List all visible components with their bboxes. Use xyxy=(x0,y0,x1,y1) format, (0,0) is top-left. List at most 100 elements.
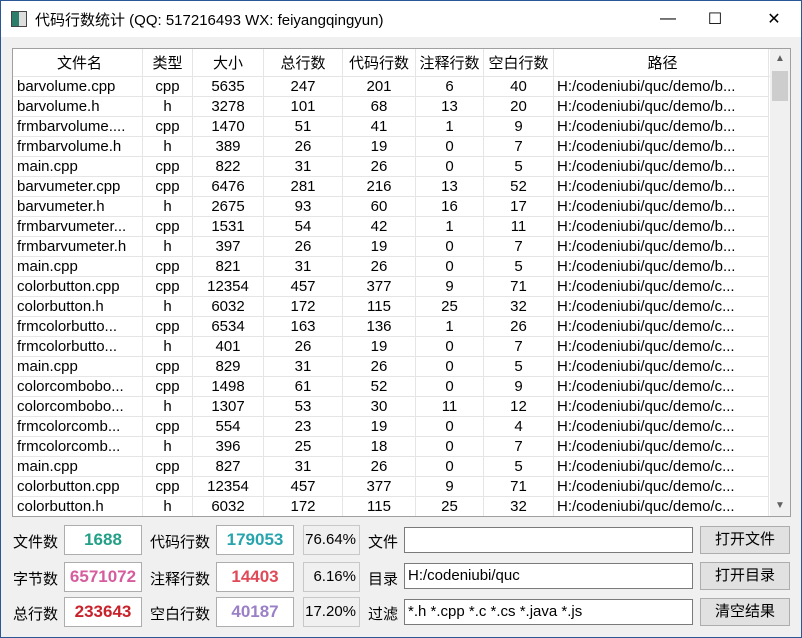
table-cell: 19 xyxy=(343,237,416,257)
total-lines-value: 233643 xyxy=(64,597,142,627)
table-cell: 18 xyxy=(343,437,416,457)
comment-lines-percent: 6.16% xyxy=(303,562,360,592)
column-header[interactable]: 路径 xyxy=(554,49,769,76)
column-header[interactable]: 代码行数 xyxy=(343,49,416,76)
table-row[interactable]: frmcolorbutto... cpp 6534 163 136 1 26 H:/coden… xyxy=(13,317,790,337)
table-cell: 31 xyxy=(264,357,343,377)
table-cell: cpp xyxy=(143,257,193,277)
table-row[interactable]: barvolume.h h 3278 101 68 13 20 H:/codeniubi/qu… xyxy=(13,97,790,117)
code-lines-percent: 76.64% xyxy=(303,525,360,555)
table-row[interactable]: colorbutton.h h 6032 172 115 25 32 H:/codeniubi… xyxy=(13,497,790,516)
open-file-button[interactable]: 打开文件 xyxy=(700,526,790,554)
vertical-scrollbar[interactable]: ▲ ▼ xyxy=(770,49,790,516)
maximize-button[interactable]: ☐ xyxy=(707,11,723,28)
table-row[interactable]: frmcolorbutto... h 401 26 19 0 7 H:/codeniubi/q… xyxy=(13,337,790,357)
table-cell: colorcombobo... xyxy=(13,377,143,397)
table-row[interactable]: colorbutton.cpp cpp 12354 457 377 9 71 H:/coden… xyxy=(13,277,790,297)
file-input[interactable] xyxy=(404,527,693,553)
table-cell: 2675 xyxy=(193,197,264,217)
table-row[interactable]: frmbarvolume.... cpp 1470 51 41 1 9 H:/codeniub… xyxy=(13,117,790,137)
table-row[interactable]: frmcolorcomb... cpp 554 23 19 0 4 H:/codeniubi/… xyxy=(13,417,790,437)
table-cell: 554 xyxy=(193,417,264,437)
table-cell: h xyxy=(143,497,193,516)
table-cell: h xyxy=(143,297,193,317)
results-table[interactable]: 文件名 类型 大小 总行数 代码行数 注释行数 空白行数 路径 barvolume.cpp cp… xyxy=(12,48,791,517)
table-cell: 41 xyxy=(343,117,416,137)
table-cell: 827 xyxy=(193,457,264,477)
table-cell: 216 xyxy=(343,177,416,197)
filter-label: 过滤 xyxy=(368,606,399,623)
table-cell: cpp xyxy=(143,217,193,237)
table-row[interactable]: main.cpp cpp 827 31 26 0 5 H:/codeniubi/quc/dem… xyxy=(13,457,790,477)
table-cell: 31 xyxy=(264,457,343,477)
close-button[interactable]: ✕ xyxy=(767,11,781,28)
table-cell: 172 xyxy=(264,297,343,317)
table-cell: 5635 xyxy=(193,77,264,97)
table-cell: 7 xyxy=(484,137,554,157)
app-icon xyxy=(11,11,27,27)
scroll-down-icon[interactable]: ▼ xyxy=(775,500,785,511)
table-cell: H:/codeniubi/quc/demo/c... xyxy=(554,437,769,457)
table-row[interactable]: colorcombobo... cpp 1498 61 52 0 9 H:/codeniubi… xyxy=(13,377,790,397)
code-lines-label: 代码行数 xyxy=(150,534,211,551)
byte-count-value: 6571072 xyxy=(64,562,142,592)
title-bar: 代码行数统计 (QQ: 517216493 WX: feiyangqingyun… xyxy=(1,1,801,37)
table-row[interactable]: frmbarvolume.h h 389 26 19 0 7 H:/codeniubi/quc… xyxy=(13,137,790,157)
table-row[interactable]: main.cpp cpp 829 31 26 0 5 H:/codeniubi/quc/dem… xyxy=(13,357,790,377)
clear-results-button[interactable]: 清空结果 xyxy=(700,598,790,626)
table-cell: 281 xyxy=(264,177,343,197)
table-cell: 5 xyxy=(484,457,554,477)
table-row[interactable]: colorbutton.h h 6032 172 115 25 32 H:/codeniubi… xyxy=(13,297,790,317)
column-header[interactable]: 类型 xyxy=(143,49,193,76)
table-row[interactable]: frmbarvumeter... cpp 1531 54 42 1 11 H:/codeniu… xyxy=(13,217,790,237)
table-cell: frmcolorbutto... xyxy=(13,337,143,357)
table-header: 文件名 类型 大小 总行数 代码行数 注释行数 空白行数 路径 xyxy=(13,49,790,77)
table-cell: 457 xyxy=(264,477,343,497)
table-cell: H:/codeniubi/quc/demo/c... xyxy=(554,457,769,477)
table-cell: H:/codeniubi/quc/demo/c... xyxy=(554,277,769,297)
table-cell: colorbutton.h xyxy=(13,497,143,516)
scroll-up-icon[interactable]: ▲ xyxy=(775,53,785,64)
table-cell: 136 xyxy=(343,317,416,337)
table-cell: 829 xyxy=(193,357,264,377)
table-cell: 53 xyxy=(264,397,343,417)
table-cell: H:/codeniubi/quc/demo/c... xyxy=(554,377,769,397)
table-cell: 457 xyxy=(264,277,343,297)
column-header[interactable]: 文件名 xyxy=(13,49,143,76)
column-header[interactable]: 注释行数 xyxy=(416,49,484,76)
table-cell: 25 xyxy=(416,497,484,516)
open-dir-button[interactable]: 打开目录 xyxy=(700,562,790,590)
table-cell: 30 xyxy=(343,397,416,417)
table-cell: 9 xyxy=(484,377,554,397)
table-row[interactable]: colorcombobo... h 1307 53 30 11 12 H:/codeniubi… xyxy=(13,397,790,417)
column-header[interactable]: 空白行数 xyxy=(484,49,554,76)
table-row[interactable]: barvumeter.h h 2675 93 60 16 17 H:/codeniubi/qu… xyxy=(13,197,790,217)
table-row[interactable]: frmbarvumeter.h h 397 26 19 0 7 H:/codeniubi/qu… xyxy=(13,237,790,257)
dir-input[interactable]: H:/codeniubi/quc xyxy=(404,563,693,589)
column-header[interactable]: 总行数 xyxy=(264,49,343,76)
table-cell: 31 xyxy=(264,157,343,177)
table-row[interactable]: main.cpp cpp 821 31 26 0 5 H:/codeniubi/quc/dem… xyxy=(13,257,790,277)
scroll-thumb[interactable] xyxy=(772,71,788,101)
table-cell: 0 xyxy=(416,357,484,377)
table-row[interactable]: frmcolorcomb... h 396 25 18 0 7 H:/codeniubi/qu… xyxy=(13,437,790,457)
table-row[interactable]: main.cpp cpp 822 31 26 0 5 H:/codeniubi/quc/dem… xyxy=(13,157,790,177)
table-cell: H:/codeniubi/quc/demo/b... xyxy=(554,137,769,157)
table-row[interactable]: barvolume.cpp cpp 5635 247 201 6 40 H:/codeniub… xyxy=(13,77,790,97)
minimize-button[interactable]: — xyxy=(660,10,676,27)
code-lines-value: 179053 xyxy=(216,525,294,555)
table-cell: 0 xyxy=(416,237,484,257)
window-title: 代码行数统计 (QQ: 517216493 WX: feiyangqingyun… xyxy=(35,11,384,29)
table-cell: 31 xyxy=(264,257,343,277)
table-cell: main.cpp xyxy=(13,157,143,177)
table-row[interactable]: colorbutton.cpp cpp 12354 457 377 9 71 H:/coden… xyxy=(13,477,790,497)
table-row[interactable]: barvumeter.cpp cpp 6476 281 216 13 52 H:/codeni… xyxy=(13,177,790,197)
table-cell: 12354 xyxy=(193,477,264,497)
table-cell: frmbarvumeter... xyxy=(13,217,143,237)
table-cell: 42 xyxy=(343,217,416,237)
filter-input[interactable]: *.h *.cpp *.c *.cs *.java *.js xyxy=(404,599,693,625)
table-cell: 26 xyxy=(484,317,554,337)
column-header[interactable]: 大小 xyxy=(193,49,264,76)
table-cell: 68 xyxy=(343,97,416,117)
table-cell: H:/codeniubi/quc/demo/c... xyxy=(554,337,769,357)
